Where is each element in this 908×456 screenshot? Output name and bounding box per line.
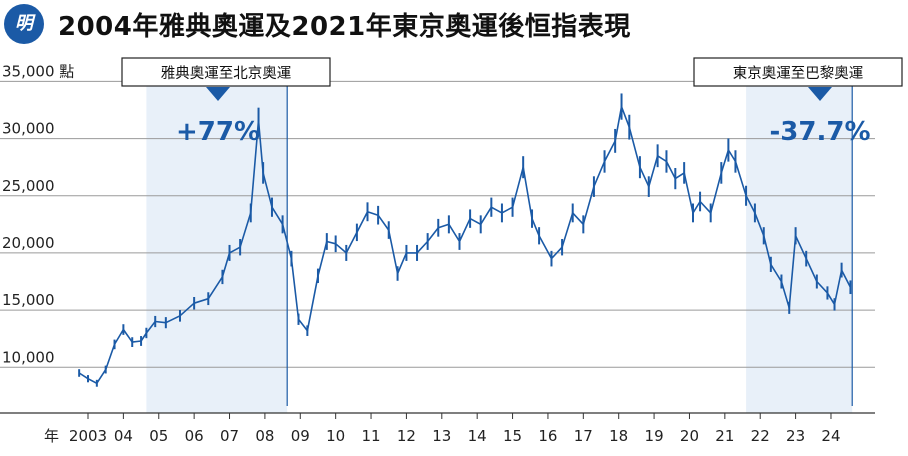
x-tick-label-2005: 05 [149,427,168,445]
x-tick-label-2022: 22 [751,427,770,445]
series-line-hsi [78,105,852,385]
x-tick-label-2008: 08 [255,427,274,445]
y-tick-label-15000: 15,000 [2,291,55,309]
x-axis-prefix: 年 [44,427,59,445]
x-tick-label-2021: 21 [715,427,734,445]
callout-pointer-2 [808,87,832,101]
x-tick-label-2019: 19 [645,427,664,445]
callout-label-1: 雅典奧運至北京奧運 [161,65,292,82]
x-tick-label-2015: 15 [503,427,522,445]
x-tick-label-2013: 13 [432,427,451,445]
x-tick-label-2014: 14 [468,427,487,445]
callout-pointer-1 [206,87,230,101]
change-label-2: -37.7% [770,117,871,147]
x-tick-label-2018: 18 [609,427,628,445]
x-tick-label-2016: 16 [538,427,557,445]
y-tick-label-35000: 35,000 點 [2,62,74,80]
x-tick-label-2020: 20 [680,427,699,445]
logo-text: 明 [15,13,33,34]
x-tick-label-2006: 06 [185,427,204,445]
x-tick-label-2003: 2003 [69,427,107,445]
x-tick-label-2007: 07 [220,427,239,445]
callout-box-2 [693,57,903,87]
x-tick-label-2009: 09 [291,427,310,445]
y-tick-label-30000: 30,000 [2,120,55,138]
mingpao-logo: 明 [4,4,44,44]
x-tick-label-2010: 10 [326,427,345,445]
chart-title: 2004年雅典奧運及2021年東京奧運後恒指表現 [58,12,631,42]
x-tick-label-2012: 12 [397,427,416,445]
period-shade-1 [146,76,288,413]
x-tick-label-2023: 23 [786,427,805,445]
callout-label-2: 東京奧運至巴黎奧運 [733,65,864,82]
y-tick-label-25000: 25,000 [2,177,55,195]
y-tick-label-10000: 10,000 [2,348,55,366]
x-tick-label-2024: 24 [821,427,840,445]
callout-box-1 [121,57,331,87]
x-tick-label-2011: 11 [361,427,380,445]
x-tick-label-2004: 04 [114,427,133,445]
y-tick-label-20000: 20,000 [2,234,55,252]
x-tick-label-2017: 17 [574,427,593,445]
change-label-1: +77% [176,117,260,147]
